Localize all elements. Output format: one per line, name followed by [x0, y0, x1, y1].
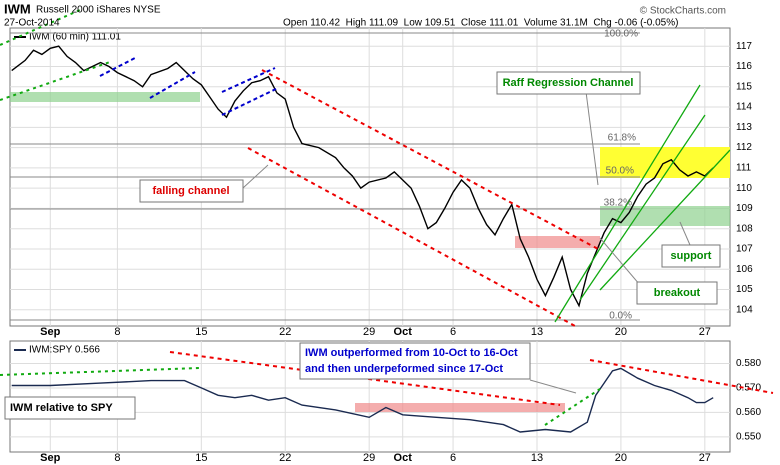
drawings: falling channel Raff Regression Channel …	[0, 9, 774, 426]
x-tick-label: 20	[615, 452, 627, 464]
annotation: breakout	[654, 287, 701, 299]
annotation: IWM outperformed from 10-Oct to 16-Oct	[305, 347, 518, 359]
y-tick-label: 0.550	[736, 431, 761, 442]
x-tick-label: 27	[699, 452, 711, 464]
fib-label: 100.0%	[604, 29, 638, 40]
y-tick-label: 115	[736, 81, 752, 92]
callout-lines	[242, 83, 691, 394]
annotation: falling channel	[152, 185, 229, 197]
credit: © StockCharts.com	[640, 6, 726, 17]
fib-label: 61.8%	[608, 133, 636, 144]
symbol: IWM	[4, 1, 31, 16]
annotation-box	[299, 342, 531, 380]
fib-label: 50.0%	[606, 166, 634, 177]
x-tick-label: 20	[615, 326, 627, 338]
x-tick-label: 6	[450, 326, 456, 338]
x-tick-label: 13	[531, 452, 543, 464]
x-tick-label: 15	[195, 452, 207, 464]
fib-label: 38.2%	[604, 198, 632, 209]
x-tick-label: Oct	[394, 326, 413, 338]
annotation: Raff Regression Channel	[503, 77, 634, 89]
red-channel	[169, 69, 774, 406]
y-tick-label: 114	[736, 102, 752, 113]
annotation-box	[636, 281, 718, 305]
annotation: and then underpeformed since 17-Oct	[305, 363, 503, 375]
annotation: support	[671, 250, 712, 262]
x-tick-label: 29	[363, 326, 375, 338]
fib-label: 0.0%	[609, 311, 632, 322]
security-name: Russell 2000 iShares NYSE	[36, 5, 161, 16]
y-tick-label: 105	[736, 284, 753, 295]
x-tick-label: 27	[699, 326, 711, 338]
red-zone	[355, 403, 565, 412]
x-tick-label: Oct	[394, 452, 413, 464]
y-tick-label: 0.580	[736, 358, 761, 369]
red-zone	[515, 236, 600, 248]
legend-label: IWM (60 min) 111.01	[29, 32, 121, 43]
annotation-box	[661, 244, 721, 268]
x-tick-label: 29	[363, 452, 375, 464]
quote: Open 110.42 High 111.09 Low 109.51 Close…	[283, 18, 678, 29]
raff-channel	[554, 84, 731, 323]
x-tick-label: Sep	[40, 326, 60, 338]
green-zone	[10, 92, 200, 102]
date: 27-Oct-2014	[4, 18, 60, 29]
x-tick-label: 8	[114, 326, 120, 338]
y-tick-label: 113	[736, 122, 752, 133]
price-line	[11, 45, 714, 308]
y-tick-label: 108	[736, 223, 753, 234]
x-tick-label: 8	[114, 452, 120, 464]
annotation-box	[139, 179, 244, 203]
x-tick-label: 6	[450, 452, 456, 464]
y-tick-label: 110	[736, 183, 752, 194]
green-trend	[0, 9, 604, 426]
price-line	[11, 367, 714, 433]
green-zone	[600, 206, 730, 226]
annotation: IWM relative to SPY	[10, 402, 113, 414]
annotation-box	[4, 396, 136, 420]
y-tick-label: 106	[736, 264, 753, 275]
fib-lines	[10, 32, 640, 321]
x-tick-label: 13	[531, 326, 543, 338]
x-tick-label: 15	[195, 326, 207, 338]
x-tick-label: 22	[279, 452, 291, 464]
x-tick-label: 22	[279, 326, 291, 338]
y-tick-label: 111	[736, 163, 752, 174]
y-tick-label: 116	[736, 61, 752, 72]
y-tick-label: 109	[736, 203, 753, 214]
annotation-box	[496, 71, 641, 95]
y-tick-label: 107	[736, 244, 753, 255]
x-tick-label: Sep	[40, 452, 60, 464]
y-tick-label: 0.560	[736, 407, 761, 418]
y-tick-label: 117	[736, 41, 752, 52]
y-tick-label: 104	[736, 304, 753, 315]
legend-label: IWM:SPY 0.566	[29, 345, 100, 356]
y-tick-label: 112	[736, 142, 752, 153]
blue-wedge	[99, 57, 279, 116]
